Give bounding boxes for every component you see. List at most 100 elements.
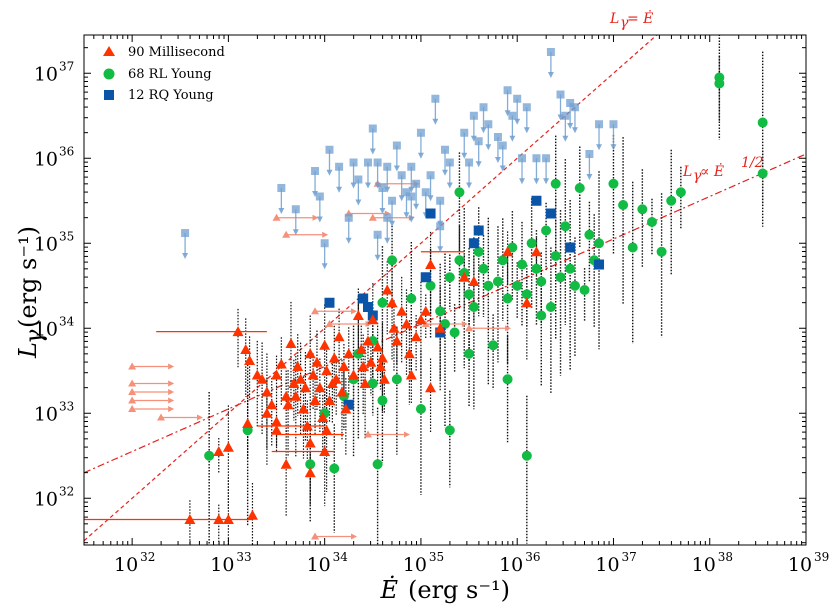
millisecond-point xyxy=(275,358,287,369)
line-label-sqrt-sub: γ xyxy=(693,168,702,184)
millisecond-point xyxy=(213,446,225,456)
upper-limit-point xyxy=(373,230,382,239)
legend-item-rq-young: 12 RQ Young xyxy=(104,88,214,103)
upper-limit-point xyxy=(503,86,512,95)
legend-item-rl-young: 68 RL Young xyxy=(103,67,212,82)
upper-limit-point xyxy=(532,154,541,163)
millisecond-point xyxy=(232,326,244,337)
upper-limit-arrowhead xyxy=(461,152,468,159)
limit-arrowhead xyxy=(168,397,175,404)
upper-limit-point xyxy=(556,90,565,99)
limit-point xyxy=(128,396,137,404)
rl-young-point xyxy=(618,200,629,210)
millisecond-point xyxy=(376,352,388,363)
legend: 90 Millisecond 68 RL Young 12 RQ Young xyxy=(103,45,225,103)
millisecond-point xyxy=(319,339,331,350)
upper-limit-arrowhead xyxy=(369,148,376,155)
upper-limit-arrowhead xyxy=(379,208,386,214)
rl-young-point xyxy=(569,280,580,291)
upper-limit-arrowhead xyxy=(350,182,357,189)
upper-limit-arrowhead xyxy=(374,254,381,261)
reference-line-sqrt xyxy=(84,153,806,474)
millisecond-point xyxy=(321,424,333,435)
millisecond-point xyxy=(304,467,316,478)
upper-limit-point xyxy=(311,167,320,175)
upper-limit-arrowhead xyxy=(466,182,473,189)
millisecond-point xyxy=(359,378,371,388)
millisecond-point xyxy=(288,378,300,388)
millisecond-point xyxy=(290,390,302,401)
upper-limit-point xyxy=(469,111,478,120)
upper-limit-point xyxy=(388,196,397,205)
millisecond-point xyxy=(301,420,313,431)
millisecond-point xyxy=(396,305,408,316)
millisecond-point xyxy=(328,352,340,363)
rl-young-point xyxy=(478,263,489,274)
upper-limit-point xyxy=(320,239,329,248)
upper-limit-point xyxy=(181,229,190,238)
y-axis-title: L γ (erg s⁻¹) xyxy=(14,226,48,359)
upper-limit-arrowhead xyxy=(567,123,574,129)
millisecond-point xyxy=(355,344,367,354)
y-tick-label-exponent: 37 xyxy=(59,59,74,73)
x-tick-label-exponent: 34 xyxy=(333,550,349,564)
millisecond-point xyxy=(333,331,345,342)
upper-limit-arrowhead xyxy=(316,216,323,223)
millisecond-point xyxy=(336,386,348,397)
millisecond-point xyxy=(425,382,437,393)
upper-limit-arrowhead xyxy=(562,135,569,142)
upper-limit-arrowhead xyxy=(345,237,352,244)
millisecond-point xyxy=(280,458,292,469)
upper-limit-point xyxy=(566,99,575,107)
rl-young-point xyxy=(502,293,513,304)
x-tick-label-exponent: 33 xyxy=(236,550,251,564)
upper-limit-arrowhead xyxy=(413,203,420,210)
line-label-sqrt-exp: 1/2 xyxy=(741,155,764,171)
y-tick-label: 10 xyxy=(34,63,58,85)
millisecond-point xyxy=(530,246,542,257)
millisecond-point xyxy=(343,348,355,359)
millisecond-point xyxy=(357,361,369,371)
rq-young-point xyxy=(545,208,556,219)
millisecond-point xyxy=(330,373,342,384)
y-tick-label-exponent: 34 xyxy=(59,314,75,328)
limit-arrowhead xyxy=(168,389,175,395)
rq-young-point xyxy=(531,195,542,206)
upper-limit-arrowhead xyxy=(480,127,487,134)
upper-limit-point xyxy=(474,137,483,146)
upper-limit-point xyxy=(609,120,618,129)
x-tick-label: 10 xyxy=(499,554,523,576)
upper-limit-arrowhead xyxy=(514,118,521,125)
y-axis-title-sub: γ xyxy=(20,329,48,344)
upper-limit-arrowhead xyxy=(182,253,189,260)
y-axis-title-unit: (erg s⁻¹) xyxy=(14,226,42,328)
line-label-sqrt: L γ ∝ Ė 1/2 xyxy=(682,155,764,184)
upper-limit-point xyxy=(335,162,344,171)
rq-young-point xyxy=(358,293,369,304)
y-tick-label-exponent: 35 xyxy=(59,229,74,243)
upper-limit-arrowhead xyxy=(547,72,554,78)
millisecond-point xyxy=(381,284,393,295)
millisecond-point xyxy=(299,382,311,393)
upper-limit-arrowhead xyxy=(446,182,453,189)
millisecond-point xyxy=(256,373,268,384)
upper-limit-point xyxy=(436,196,445,205)
upper-limit-point xyxy=(325,145,334,154)
millisecond-point xyxy=(304,437,316,448)
millisecond-point xyxy=(222,441,234,452)
rl-young-point xyxy=(483,280,494,291)
legend-square-icon xyxy=(104,90,114,100)
upper-limit-point xyxy=(460,128,469,137)
millisecond-point xyxy=(242,417,254,428)
limit-arrowhead xyxy=(351,533,358,540)
millisecond-point xyxy=(352,310,364,320)
upper-limit-arrowhead xyxy=(408,186,415,193)
rl-young-point xyxy=(584,229,595,240)
upper-limit-arrowhead xyxy=(398,195,405,202)
limit-arrowhead xyxy=(505,325,512,332)
x-tick-label-exponent: 39 xyxy=(814,550,829,564)
legend-item-millisecond: 90 Millisecond xyxy=(103,45,225,60)
millisecond-point xyxy=(323,395,335,405)
